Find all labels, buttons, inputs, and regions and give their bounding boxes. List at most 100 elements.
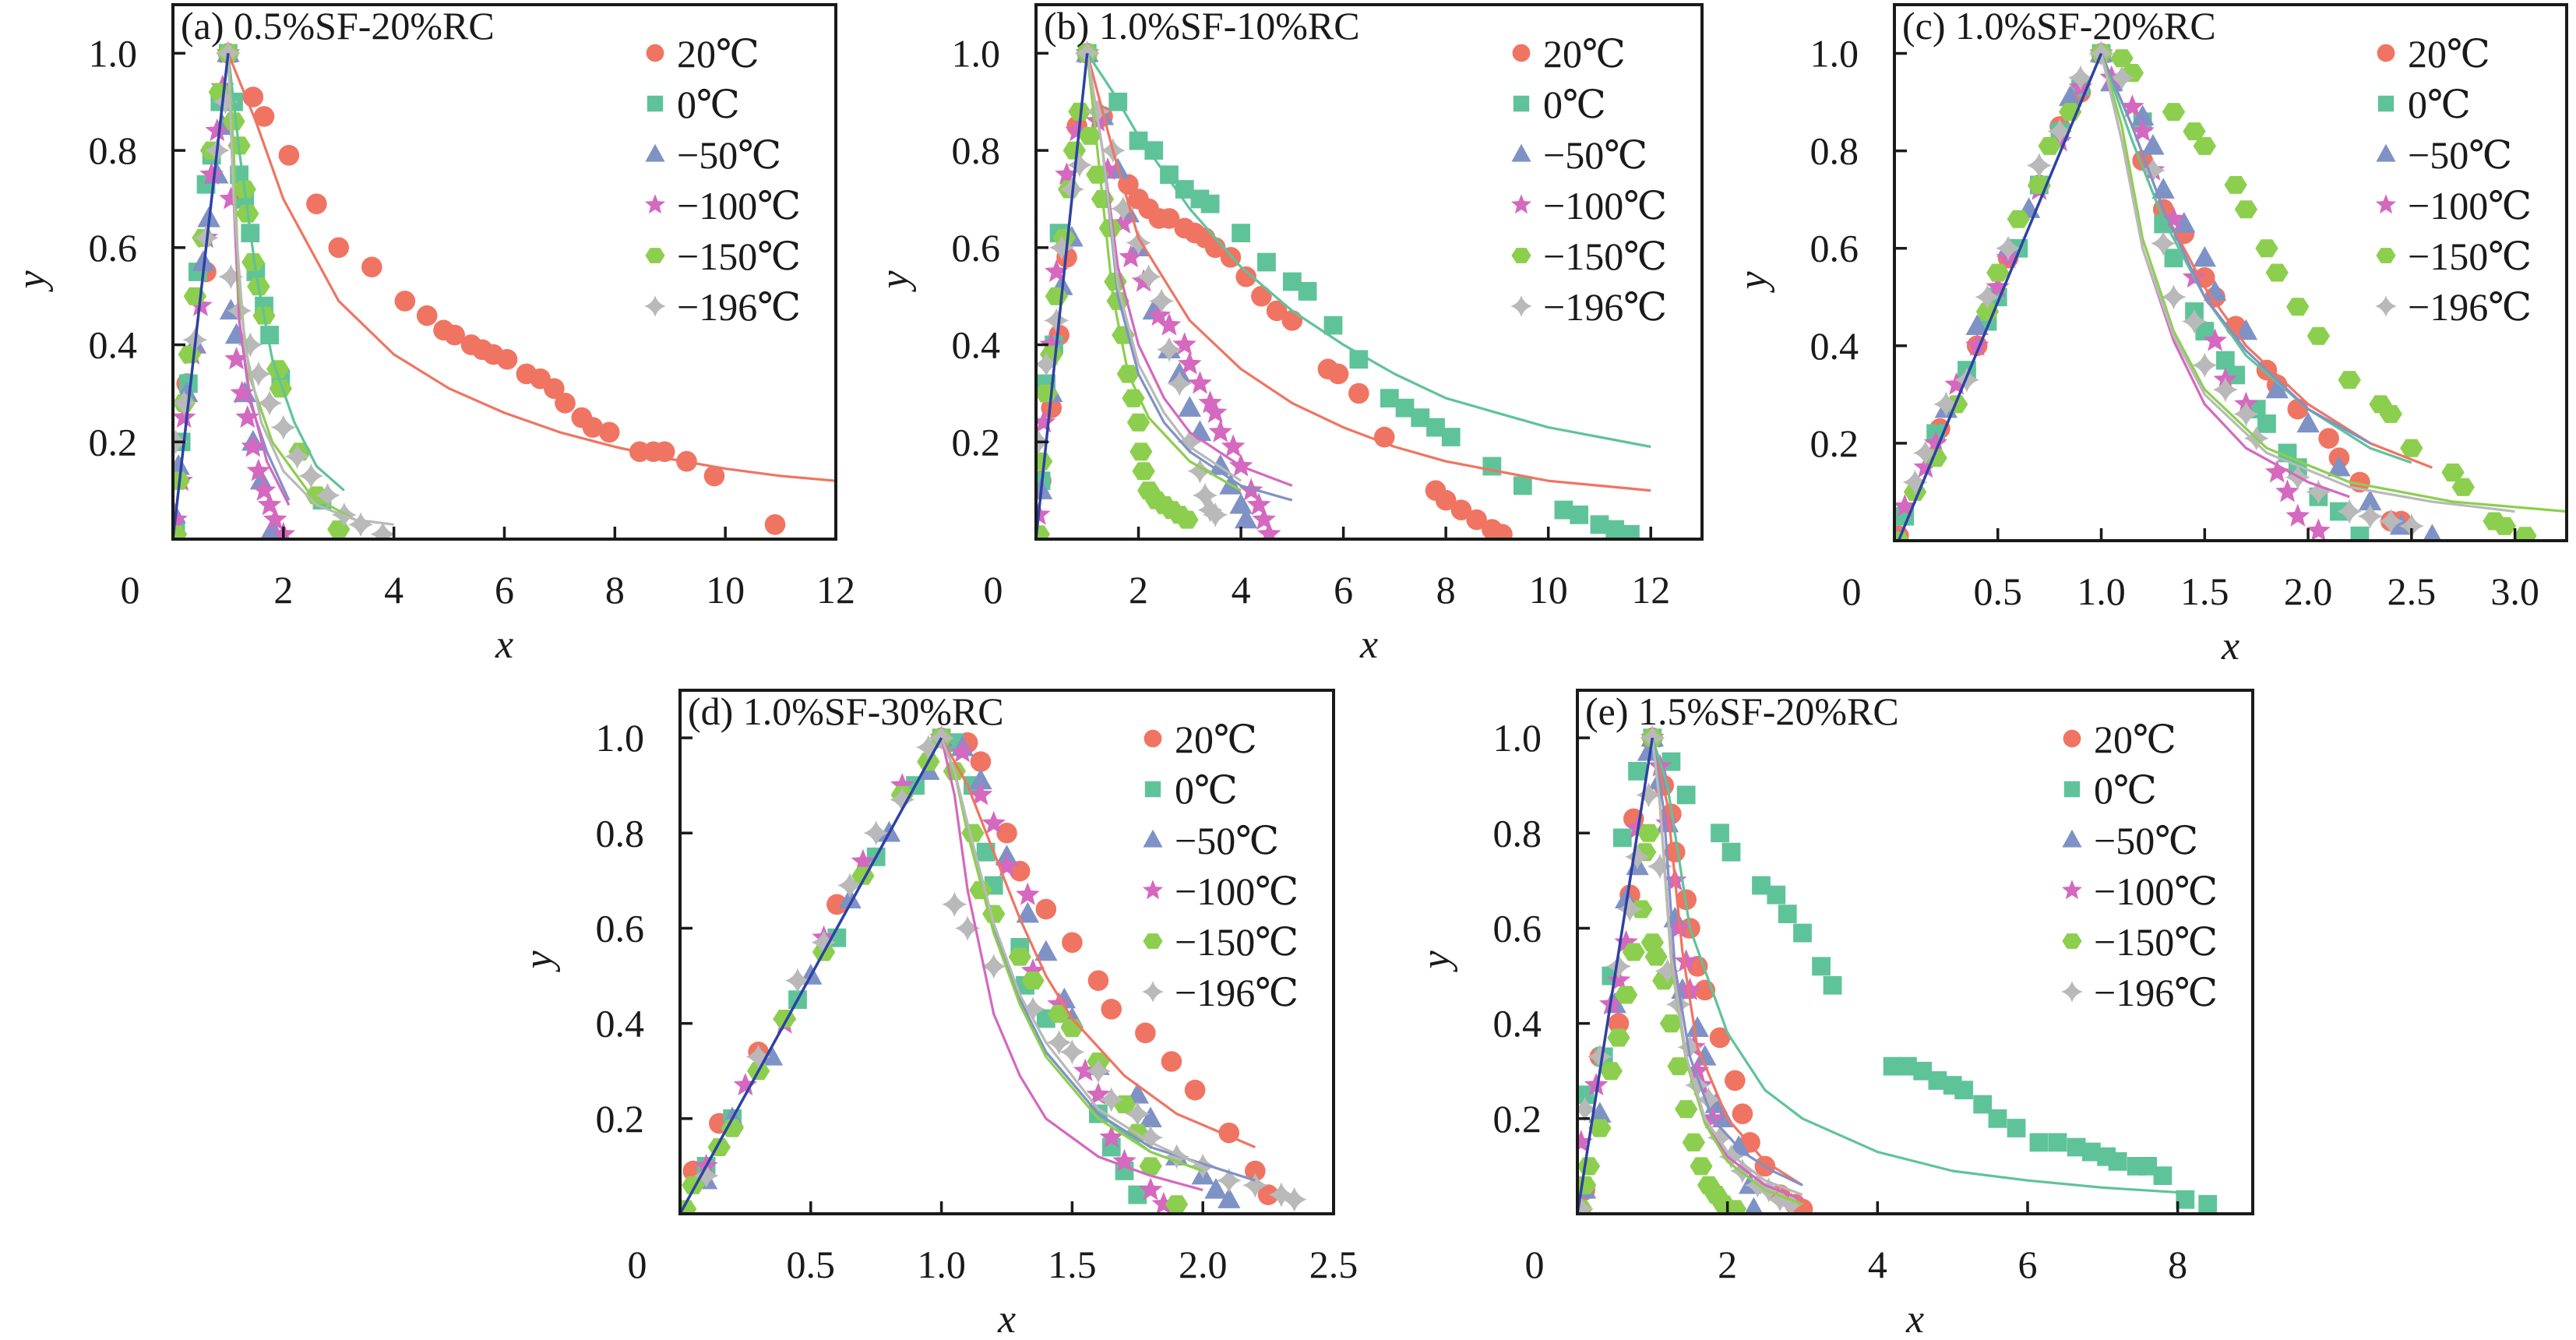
x-tick-label: 1.0 [917,1243,966,1286]
legend-item: −150℃ [645,235,801,278]
data-point [2400,439,2423,457]
data-point [2451,478,2475,496]
data-point [218,264,244,290]
data-point [1725,1070,1746,1091]
legend-label: 0℃ [2408,83,2471,126]
data-point [1044,308,1070,333]
data-point [1137,1125,1164,1151]
data-point [1778,1191,1804,1214]
x-tick-label: 6 [2018,1243,2038,1286]
data-point [173,390,197,416]
legend-item: −196℃ [1142,971,1299,1014]
data-point [1059,1039,1085,1065]
data-point [1139,1106,1162,1128]
data-point [269,379,292,398]
legend: 20℃ 0℃ −50℃ −100℃ −150℃ −196℃ [2061,718,2218,1014]
data-point [1913,1061,1933,1081]
data-point [693,1163,719,1189]
fit-curve [940,737,1203,1168]
data-point [1513,476,1532,495]
legend-item: 20℃ [2377,32,2490,76]
data-point [1696,1087,1721,1113]
series-3 [1894,41,2331,541]
data-point [2162,206,2186,230]
data-point [2162,103,2186,122]
data-point [1587,1044,1612,1070]
y-tick-label: 0.6 [952,226,1001,270]
data-point [1298,282,1317,301]
series-4 [1577,728,1746,1214]
data-point [1068,102,1091,121]
y-tick-label: 0.6 [1810,227,1859,270]
data-point [1709,1027,1731,1049]
data-point [1178,396,1202,417]
legend-item: 20℃ [646,32,759,76]
fit-curve [2099,53,2567,513]
data-point [2306,326,2331,345]
data-point [173,525,188,539]
data-point [1793,923,1812,943]
data-point [1614,929,1638,953]
legend-label: −196℃ [1543,285,1667,329]
data-point [1744,1197,1764,1214]
data-point [2110,49,2134,68]
legend-label: 20℃ [677,32,759,76]
data-point [1101,999,1122,1020]
data-point [328,237,350,259]
data-point [1203,502,1228,527]
y-axis-title: y [872,270,917,293]
data-point [2338,371,2361,390]
data-point [1165,1195,1189,1214]
data-point [1492,524,1513,539]
y-tick-label: 0.6 [596,906,645,950]
data-point [1062,932,1083,954]
data-point [2151,231,2176,256]
data-point [1659,1014,1683,1033]
x-tick-label: 0.5 [787,1243,836,1286]
data-point [2181,309,2208,334]
data-point [2255,239,2278,258]
legend-marker-square-icon [1513,95,1530,112]
legend-marker-star-icon [1142,880,1164,900]
data-point [2514,527,2537,541]
data-point [1664,841,1686,863]
plot-frame [1034,3,1704,541]
data-point [1251,285,1272,307]
data-point [1086,165,1109,184]
data-point [1016,901,1040,923]
y-tick-label: 1.0 [89,31,138,75]
data-point [1036,410,1056,433]
legend-item: 0℃ [2063,768,2157,812]
y-tick-label: 0.8 [1493,811,1542,855]
data-point [1721,842,1741,862]
data-point [1132,462,1155,481]
data-point [1048,235,1074,260]
data-point [1126,230,1151,256]
data-point [1129,443,1153,461]
data-point [2275,479,2299,503]
series-5 [1036,41,1228,527]
x-tick-label: 8 [1436,568,1456,612]
y-tick-label: 1.0 [596,716,645,760]
data-point [1617,896,1643,922]
data-point [1577,1085,1595,1105]
data-point [1252,507,1276,531]
data-point [1085,1058,1112,1084]
data-point [1218,1187,1241,1208]
data-point [1707,1125,1733,1151]
data-point [555,393,576,414]
data-point [1118,174,1139,196]
data-point [1912,440,1938,466]
data-point [1986,263,2010,282]
data-point [2048,1133,2067,1152]
data-point [598,421,620,443]
data-point [1161,1051,1182,1072]
legend-label: −100℃ [1175,869,1299,913]
data-point [213,89,238,115]
data-point [1266,300,1288,322]
legend-marker-square-icon [1144,781,1161,798]
data-point [2130,118,2155,142]
legend-item: 20℃ [2063,718,2176,761]
data-point [1674,949,1698,972]
legend-marker-hexagon-icon [1143,933,1163,949]
